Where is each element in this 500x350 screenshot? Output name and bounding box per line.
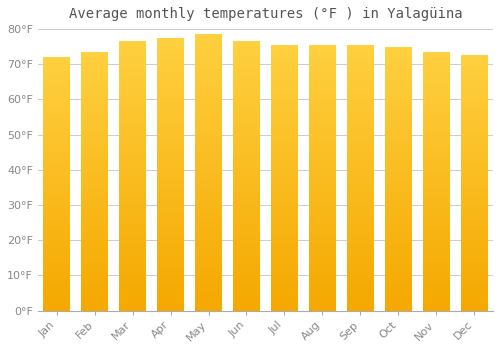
Title: Average monthly temperatures (°F ) in Yalagüina: Average monthly temperatures (°F ) in Ya… <box>68 7 462 21</box>
